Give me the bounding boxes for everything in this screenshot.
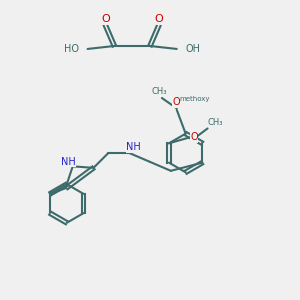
Text: O: O [190, 132, 198, 142]
Text: methoxy: methoxy [180, 96, 210, 102]
Text: O: O [154, 14, 163, 24]
Text: CH₃: CH₃ [207, 118, 223, 127]
Text: O: O [101, 14, 110, 24]
Text: NH: NH [126, 142, 141, 152]
Text: O: O [173, 98, 181, 107]
Text: OH: OH [186, 44, 201, 54]
Text: HO: HO [64, 44, 79, 54]
Text: CH₃: CH₃ [151, 86, 167, 95]
Text: NH: NH [61, 157, 76, 167]
